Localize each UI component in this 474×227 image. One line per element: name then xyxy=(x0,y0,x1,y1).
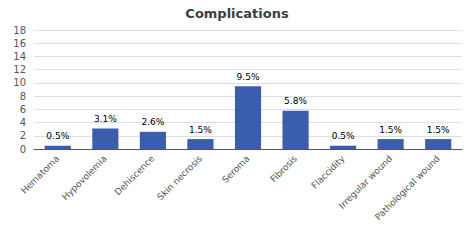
svg-text:1.5%: 1.5% xyxy=(189,125,212,135)
svg-text:3.1%: 3.1% xyxy=(94,114,117,124)
svg-text:0: 0 xyxy=(20,144,26,155)
svg-text:2.6%: 2.6% xyxy=(141,117,164,127)
svg-text:Dehiscence: Dehiscence xyxy=(113,153,157,197)
svg-text:Irregular wound: Irregular wound xyxy=(336,153,395,211)
svg-text:Skin necrosis: Skin necrosis xyxy=(155,153,204,202)
svg-text:10: 10 xyxy=(13,77,26,88)
svg-text:9.5%: 9.5% xyxy=(237,72,260,82)
svg-text:8: 8 xyxy=(20,91,26,102)
svg-text:Seroma: Seroma xyxy=(220,153,251,184)
svg-text:Flaccidity: Flaccidity xyxy=(309,153,347,191)
svg-text:1.5%: 1.5% xyxy=(427,125,450,135)
svg-text:Pathological wound: Pathological wound xyxy=(373,153,442,222)
svg-text:1.5%: 1.5% xyxy=(379,125,402,135)
svg-text:12: 12 xyxy=(13,64,26,75)
svg-text:0.5%: 0.5% xyxy=(46,131,69,141)
svg-text:4: 4 xyxy=(20,117,26,128)
svg-text:2: 2 xyxy=(20,130,26,141)
svg-text:Hematoma: Hematoma xyxy=(19,153,61,195)
svg-text:Hypovolemia: Hypovolemia xyxy=(60,153,109,202)
svg-text:6: 6 xyxy=(20,104,26,115)
svg-text:Complications: Complications xyxy=(185,6,289,21)
svg-text:Fibrosis: Fibrosis xyxy=(268,153,299,184)
svg-text:5.8%: 5.8% xyxy=(284,96,307,106)
svg-text:16: 16 xyxy=(13,38,26,49)
svg-text:0.5%: 0.5% xyxy=(332,131,355,141)
svg-text:14: 14 xyxy=(13,51,26,62)
svg-text:18: 18 xyxy=(13,25,26,36)
